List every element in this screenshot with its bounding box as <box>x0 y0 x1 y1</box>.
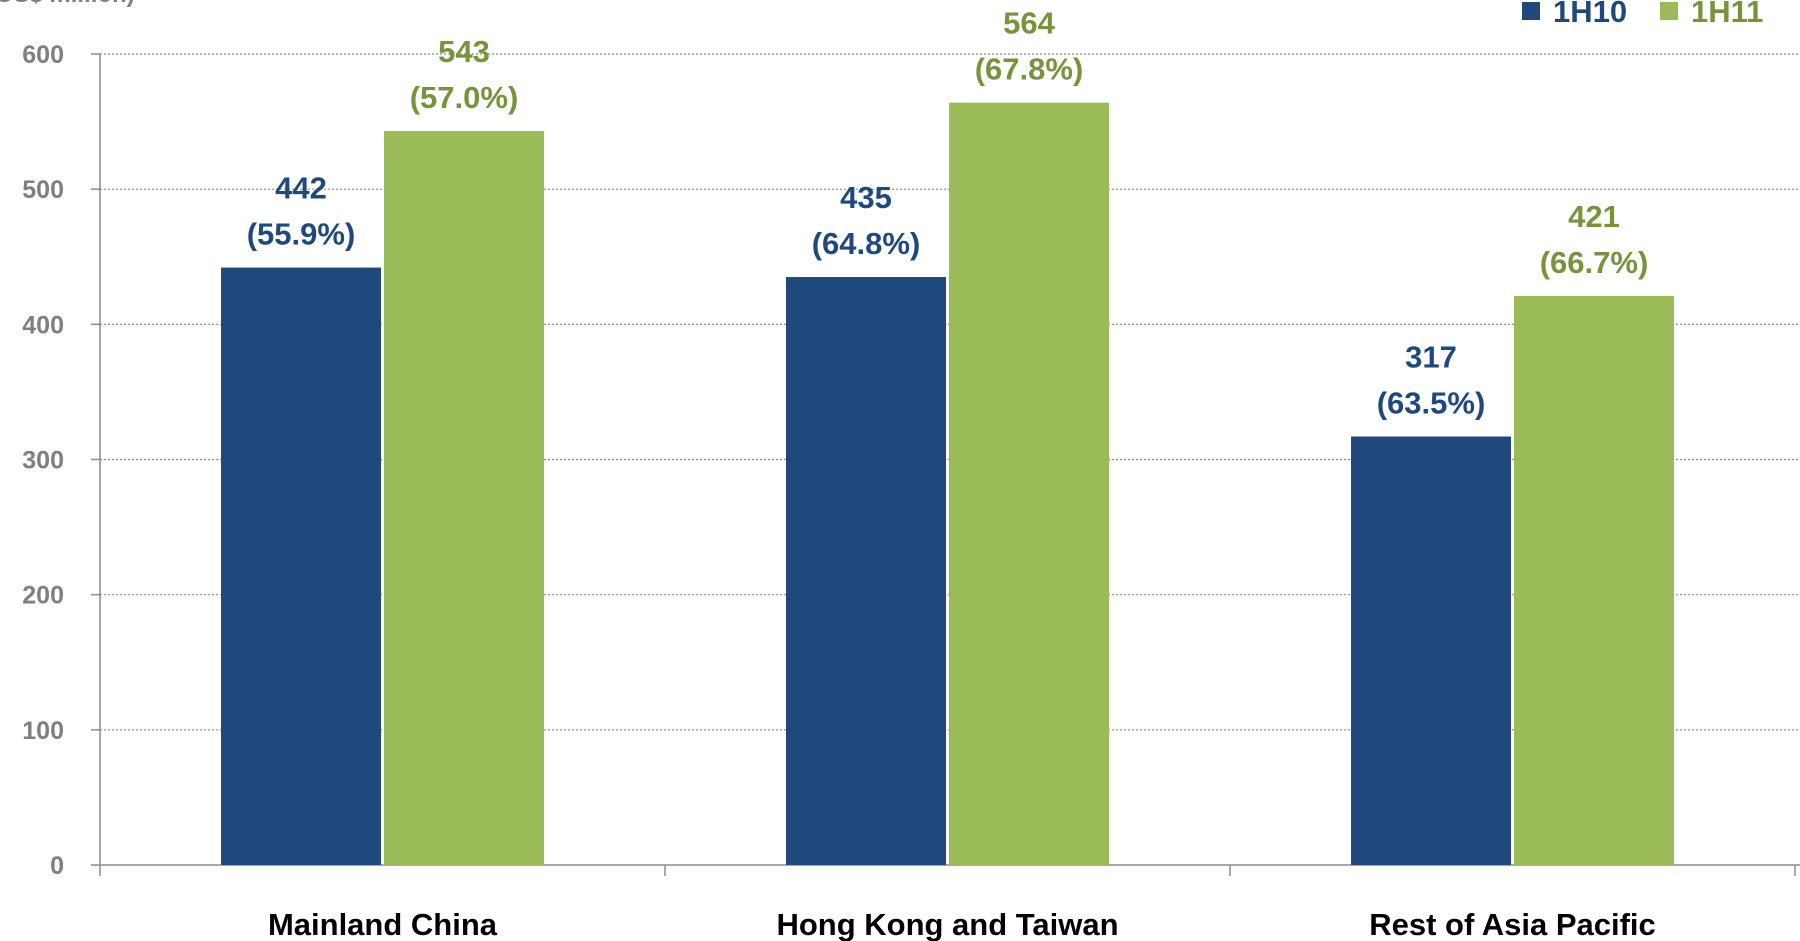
y-tick-label: 0 <box>50 852 64 880</box>
bars <box>221 102 1674 866</box>
legend: 1H10 1H11 <box>1522 0 1763 29</box>
x-category-label: Hong Kong and Taiwan <box>776 907 1118 941</box>
bar-1h11 <box>1514 295 1674 865</box>
data-label-percent: (63.5%) <box>1377 386 1486 421</box>
data-label-percent: (55.9%) <box>247 217 356 252</box>
data-label-value: 435 <box>840 180 892 215</box>
bar-1h10 <box>786 277 946 865</box>
data-label-value: 317 <box>1405 340 1457 375</box>
data-label-percent: (66.7%) <box>1540 245 1649 280</box>
y-tick-label: 200 <box>22 582 64 610</box>
data-label-percent: (67.8%) <box>975 52 1084 87</box>
y-tick-label: 400 <box>22 311 64 339</box>
legend-label: 1H10 <box>1553 0 1627 29</box>
data-label-percent: (64.8%) <box>812 226 921 261</box>
y-axis: 0 100 200 300 400 500 600 <box>22 41 101 880</box>
y-unit-label: (US$ million) <box>0 0 135 8</box>
data-label-value: 442 <box>275 171 327 206</box>
legend-label: 1H11 <box>1691 0 1763 29</box>
legend-swatch <box>1522 2 1540 20</box>
data-label-value: 421 <box>1568 199 1620 234</box>
y-tick-label: 600 <box>22 41 64 69</box>
bar-1h11 <box>949 102 1109 865</box>
bar-1h11 <box>384 131 544 866</box>
x-category-label: Mainland China <box>268 907 498 941</box>
data-label-value: 564 <box>1003 6 1055 41</box>
y-tick-label: 300 <box>22 447 64 475</box>
bar-1h10 <box>1351 436 1511 865</box>
data-label-value: 543 <box>438 34 490 69</box>
x-category-label: Rest of Asia Pacific <box>1369 907 1656 941</box>
x-axis: Mainland China Hong Kong and Taiwan Rest o… <box>99 864 1800 941</box>
y-tick-label: 500 <box>22 176 64 204</box>
y-tick-label: 100 <box>22 717 64 745</box>
bar-1h10 <box>221 267 381 865</box>
data-label-percent: (57.0%) <box>410 80 519 115</box>
legend-swatch <box>1660 2 1678 20</box>
data-labels: 442 (55.9%) 543 (57.0%) 435 (64.8%) 564 (67.8%)… <box>247 6 1649 421</box>
